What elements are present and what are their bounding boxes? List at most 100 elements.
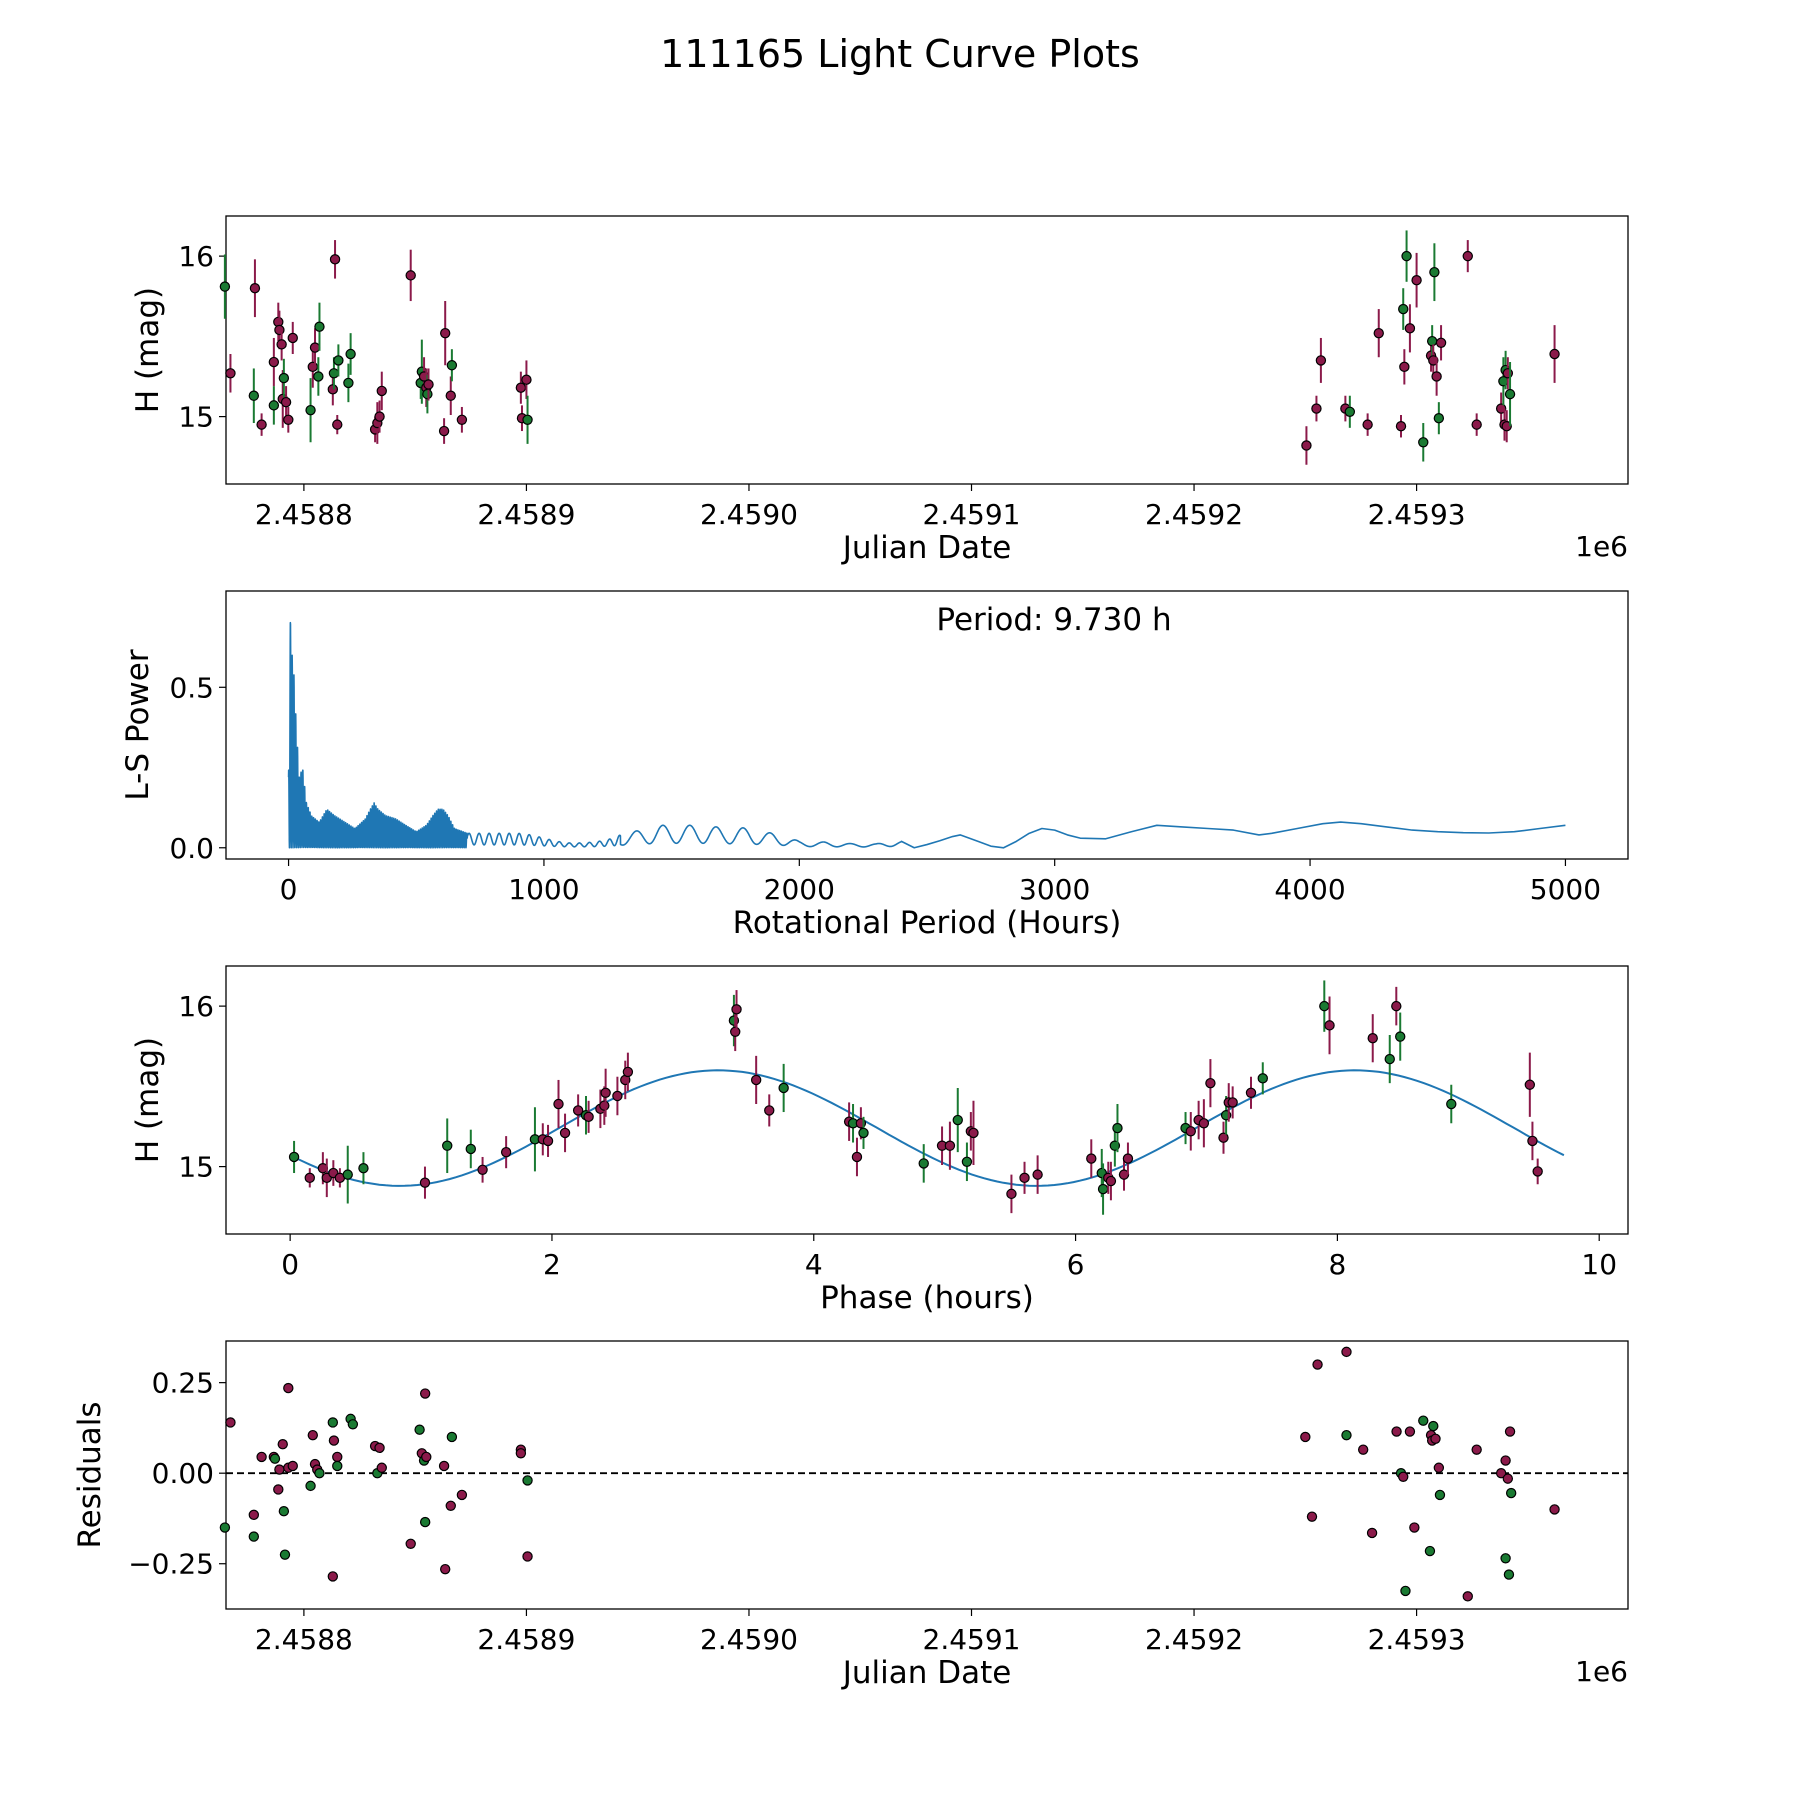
phased-point <box>465 1143 476 1155</box>
residuals-point <box>332 1451 343 1463</box>
lightcurve-point <box>1504 388 1516 400</box>
phased-point <box>419 1177 431 1188</box>
phased-point <box>778 1082 789 1094</box>
residuals-point <box>456 1489 468 1501</box>
phased-point <box>1524 1079 1536 1090</box>
phased-point <box>851 1151 863 1163</box>
residuals-axes-frame <box>225 1340 1629 1610</box>
phased-panel: Phase (hours) H (mag) 0 2 4 6 8 10 15 16 <box>130 965 1629 1316</box>
residuals-point <box>1341 1346 1352 1358</box>
periodogram-axes-frame <box>225 590 1629 860</box>
phased-point <box>1532 1166 1543 1177</box>
lightcurve-point <box>515 382 527 393</box>
lightcurve-point <box>1373 327 1384 339</box>
lightcurve-axes-frame <box>225 215 1629 485</box>
lightcurve-point <box>313 371 324 382</box>
residuals-point <box>347 1419 359 1430</box>
residuals-point <box>279 1549 291 1560</box>
residuals-xtick-label: 2.4588 <box>255 1623 353 1656</box>
phased-point <box>583 1111 594 1123</box>
lightcurve-point <box>309 342 321 353</box>
lightcurve-point <box>256 419 267 430</box>
phased-point <box>1227 1097 1238 1108</box>
residuals-ytick-label: 0.00 <box>152 1457 214 1490</box>
phased-point <box>1257 1073 1268 1084</box>
lightcurve-point <box>268 356 280 368</box>
periodogram-xtick-label: 2000 <box>764 873 835 906</box>
phased-point <box>1019 1172 1030 1184</box>
residuals-point <box>328 1435 340 1446</box>
residuals-point <box>225 1417 236 1428</box>
residuals-point <box>419 1516 431 1528</box>
phased-point <box>622 1066 634 1078</box>
phased-point <box>542 1135 554 1147</box>
residuals-point <box>522 1475 533 1486</box>
lightcurve-point <box>314 321 325 332</box>
phased-point <box>1122 1153 1134 1164</box>
residuals-ylabel: Residuals <box>72 1401 108 1548</box>
lightcurve-xtick-label: 2.4590 <box>700 498 798 531</box>
lightcurve-point <box>280 396 292 408</box>
lightcurve-point <box>278 372 290 384</box>
phased-point <box>477 1164 488 1176</box>
phased-xlabel: Phase (hours) <box>820 1280 1034 1316</box>
phased-point <box>944 1140 956 1151</box>
residuals-point <box>283 1382 294 1394</box>
residuals-point <box>1424 1545 1436 1557</box>
residuals-point <box>1504 1426 1516 1437</box>
periodogram-panel: Period: 9.730 h Rotational Period (Hours… <box>120 590 1629 941</box>
residuals-point <box>1312 1359 1323 1370</box>
lightcurve-point <box>1462 250 1473 262</box>
residuals-point <box>277 1439 288 1450</box>
residuals-point <box>405 1538 416 1550</box>
residuals-point <box>1418 1415 1429 1426</box>
lightcurve-point <box>343 377 354 389</box>
phased-point <box>342 1169 353 1180</box>
lightcurve-point <box>422 388 433 400</box>
residuals-point <box>414 1424 425 1435</box>
residuals-point <box>273 1484 284 1495</box>
lightcurve-point <box>438 425 450 437</box>
residuals-point <box>1366 1527 1378 1539</box>
periodogram-xtick-label: 5000 <box>1530 873 1601 906</box>
phased-point <box>1324 1020 1335 1031</box>
phased-point <box>572 1105 584 1116</box>
lightcurve-point <box>1344 406 1356 417</box>
lightcurve-point <box>405 270 416 281</box>
lightcurve-point <box>1418 437 1429 448</box>
lightcurve-point <box>333 355 344 366</box>
phased-point <box>358 1163 369 1174</box>
residuals-point <box>1341 1429 1352 1441</box>
lightcurve-point <box>374 411 385 422</box>
residuals-point <box>287 1460 298 1472</box>
residuals-point <box>305 1480 316 1492</box>
phased-point <box>1086 1153 1097 1164</box>
residuals-xtick-label: 2.4593 <box>1368 1623 1466 1656</box>
residuals-point <box>1505 1487 1517 1499</box>
residuals-point <box>1306 1511 1318 1522</box>
residuals-xtick-label: 2.4591 <box>923 1623 1021 1656</box>
phased-point <box>1527 1135 1538 1147</box>
figure-title: 111165 Light Curve Plots <box>660 32 1140 76</box>
residuals-point <box>1391 1426 1402 1437</box>
lightcurve-point <box>283 414 294 426</box>
lightcurve-point <box>423 379 434 390</box>
lightcurve-point <box>1428 355 1439 366</box>
residuals-point <box>1495 1467 1507 1479</box>
phased-point <box>961 1156 973 1167</box>
phased-point <box>918 1158 929 1169</box>
phased-point <box>612 1090 623 1102</box>
residuals-point <box>278 1506 290 1517</box>
phased-point <box>600 1087 611 1098</box>
lightcurve-ytick-label: 16 <box>178 240 214 273</box>
lightcurve-point <box>1495 403 1507 414</box>
residuals-point <box>1462 1591 1473 1602</box>
periodogram-xtick-label: 1000 <box>508 873 579 906</box>
phased-point <box>858 1127 869 1139</box>
lightcurve-xtick-label: 2.4589 <box>477 498 575 531</box>
residuals-xtick-label: 2.4589 <box>477 1623 575 1656</box>
residuals-point <box>1409 1522 1420 1533</box>
residuals-point <box>219 1522 231 1533</box>
residuals-point <box>1357 1444 1369 1455</box>
residuals-ytick-label: 0.25 <box>152 1367 214 1400</box>
